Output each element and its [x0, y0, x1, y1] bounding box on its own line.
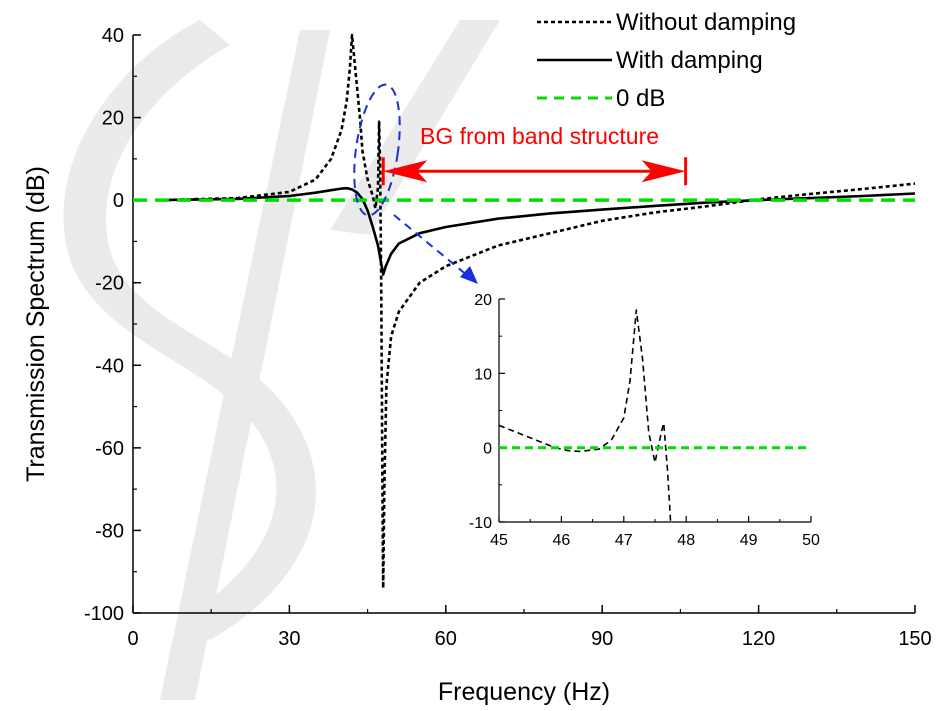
main-y-tick-label-5: 0	[113, 190, 124, 212]
main-y-tick-label-1: -80	[95, 520, 124, 542]
zoom-arrow-head	[460, 266, 478, 284]
inset-y-ticks: -10 0 10 20	[469, 292, 505, 532]
inset-background	[499, 299, 811, 522]
legend-item-without-damping: Without damping	[537, 9, 796, 36]
inset-x-ticks: 45 46 47 48 49 50	[490, 516, 820, 549]
main-x-tick-label-5: 150	[898, 628, 931, 650]
main-y-tick-label-2: -60	[95, 438, 124, 460]
inset-x-tick-label-3: 48	[677, 532, 695, 549]
main-y-tick-label-6: 20	[102, 108, 124, 130]
main-x-tick-label-3: 90	[591, 628, 613, 650]
zoom-arrow-line	[393, 214, 469, 277]
legend-item-with-damping: With damping	[537, 47, 763, 74]
bandgap-arrowhead-left	[383, 160, 428, 183]
main-y-tick-label-0: -100	[84, 603, 124, 625]
main-y-tick-label-3: -40	[95, 355, 124, 377]
legend-item-zero-db: 0 dB	[537, 85, 665, 112]
bandgap-annotation: BG from band structure	[381, 123, 688, 186]
inset-x-tick-label-4: 49	[740, 532, 758, 549]
inset-series-line-0	[498, 309, 672, 523]
main-x-tick-label-2: 60	[435, 628, 457, 650]
legend: Without damping With damping 0 dB	[537, 9, 796, 112]
main-x-tick-label-0: 0	[127, 628, 138, 650]
inset-x-tick-label-2: 47	[615, 532, 633, 549]
inset-y-tick-label-0: -10	[469, 515, 492, 532]
main-x-tick-label-1: 30	[278, 628, 300, 650]
inset-y-tick-label-2: 10	[474, 366, 492, 383]
main-y-tick-label-7: 40	[102, 25, 124, 47]
legend-label-zero-db: 0 dB	[616, 85, 665, 112]
inset-series	[498, 309, 811, 523]
main-series	[133, 33, 916, 590]
inset-plot: 45 46 47 48 49 50 -10 0 10 20	[469, 292, 820, 549]
inset-x-tick-label-5: 50	[802, 532, 820, 549]
x-axis-title: Frequency (Hz)	[438, 678, 610, 706]
y-axis-title: Transmission Spectrum (dB)	[22, 166, 50, 482]
main-x-tick-label-4: 120	[742, 628, 775, 650]
bandgap-label: BG from band structure	[420, 123, 659, 149]
main-y-ticks: -100 -80 -60 -40 -20 0 20 40	[84, 25, 141, 625]
legend-label-without-damping: Without damping	[616, 9, 796, 36]
main-x-ticks: 0 30 60 90 120 150	[127, 605, 932, 650]
zoom-indicator	[353, 83, 478, 284]
main-y-tick-label-4: -20	[95, 273, 124, 295]
bandgap-arrowhead-right	[641, 160, 686, 183]
legend-label-with-damping: With damping	[616, 47, 763, 74]
inset-y-tick-label-1: 0	[483, 441, 492, 458]
watermark-shape	[63, 20, 500, 700]
inset-x-tick-label-0: 45	[490, 532, 508, 549]
inset-y-tick-label-3: 20	[474, 292, 492, 309]
main-series-line-1	[159, 186, 916, 276]
inset-x-tick-label-1: 46	[553, 532, 571, 549]
zoom-ellipse	[353, 83, 401, 217]
